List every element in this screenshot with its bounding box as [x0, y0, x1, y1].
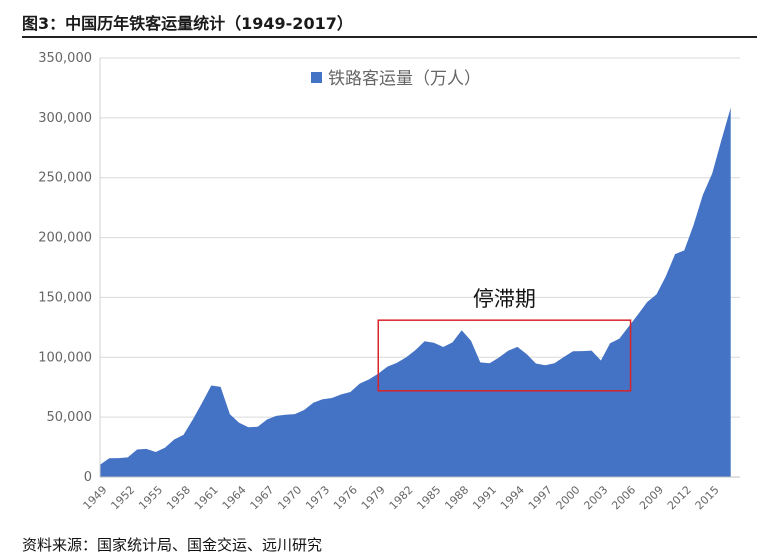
- axes: [99, 58, 740, 478]
- y-tick-label: 250,000: [38, 171, 92, 186]
- x-tick-label: 2000: [554, 483, 583, 512]
- x-tick-label: 1949: [81, 483, 110, 512]
- y-tick-label: 0: [84, 470, 92, 485]
- x-tick-label: 1982: [387, 483, 416, 512]
- y-axis-ticks: 0 50,000 100,000 150,000 200,000 250,000 300,0…: [38, 51, 92, 485]
- series-area: [100, 107, 731, 478]
- x-tick-label: 1991: [470, 483, 499, 512]
- y-tick-label: 350,000: [38, 51, 92, 66]
- x-tick-label: 1967: [248, 483, 277, 512]
- area-chart: 0 50,000 100,000 150,000 200,000 250,000 300,0…: [38, 51, 740, 512]
- x-tick-label: 1994: [498, 483, 527, 512]
- x-tick-label: 2015: [693, 483, 722, 512]
- y-tick-label: 100,000: [38, 350, 92, 365]
- legend: 铁路客运量（万人）: [311, 69, 481, 89]
- x-tick-label: 2006: [609, 483, 638, 512]
- figure-title: 图3：中国历年铁客运量统计（1949-2017）: [22, 14, 353, 33]
- x-tick-label: 1976: [331, 483, 360, 512]
- y-tick-label: 200,000: [38, 231, 92, 246]
- x-tick-label: 1952: [108, 483, 137, 512]
- x-tick-label: 1970: [275, 483, 304, 512]
- y-tick-label: 300,000: [38, 111, 92, 126]
- x-tick-label: 2012: [665, 483, 694, 512]
- x-tick-label: 1958: [164, 483, 193, 512]
- x-axis-ticks: 1949195219551958196119641967197019731976…: [81, 483, 722, 512]
- source-note: 资料来源：国家统计局、国金交运、远川研究: [22, 536, 323, 554]
- x-tick-label: 1973: [303, 483, 332, 512]
- x-tick-label: 1988: [442, 483, 471, 512]
- legend-label: 铁路客运量（万人）: [328, 69, 481, 89]
- x-tick-label: 1979: [359, 483, 388, 512]
- y-tick-label: 150,000: [38, 290, 92, 305]
- series-area-group: [100, 107, 731, 478]
- x-tick-label: 2003: [581, 483, 610, 512]
- x-tick-label: 1997: [526, 483, 555, 512]
- title-rule: [22, 36, 757, 38]
- x-tick-label: 1964: [220, 483, 249, 512]
- x-tick-label: 1955: [136, 483, 165, 512]
- stagnation-annotation: 停滞期: [377, 287, 632, 392]
- annotation-label: 停滞期: [473, 287, 536, 311]
- x-tick-label: 1961: [192, 483, 221, 512]
- y-tick-label: 50,000: [47, 410, 93, 425]
- annotation-box: [377, 319, 632, 392]
- x-tick-label: 2009: [637, 483, 666, 512]
- x-tick-label: 1985: [414, 483, 443, 512]
- legend-swatch: [311, 72, 322, 83]
